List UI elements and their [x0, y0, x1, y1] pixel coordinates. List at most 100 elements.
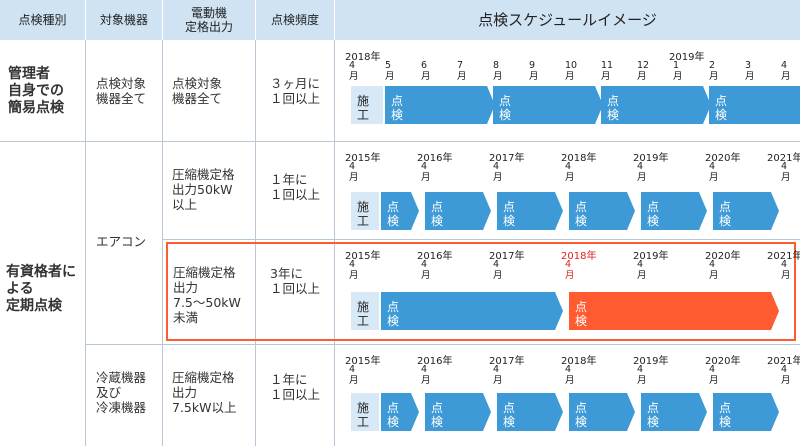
row-simple-type: 管理者 自身での 簡易点検	[8, 66, 64, 116]
inspection-bar	[497, 393, 563, 431]
inspection-label: 点 検	[607, 94, 620, 122]
row-simple-frequency: ３ヶ月に １回以上	[270, 76, 321, 106]
year-label: 2018年	[345, 52, 381, 63]
year-label: 2018年	[561, 251, 597, 262]
inspection-bar	[385, 86, 495, 124]
month-tick: 7 月	[457, 60, 467, 82]
month-tick: 4 月	[421, 364, 431, 386]
month-tick: 4 月	[709, 161, 719, 183]
inspection-bar	[713, 393, 779, 431]
row-ac-small-frequency: 3年に １回以上	[270, 266, 321, 296]
month-tick: 4 月	[349, 161, 359, 183]
construction-label: 施 工	[357, 94, 370, 122]
inspection-label: 点 検	[387, 300, 400, 328]
header-target-equipment: 対象機器	[86, 0, 162, 40]
row-refrig-output: 圧縮機定格 出力 7.5kW以上	[172, 370, 237, 415]
month-tick: 10 月	[565, 60, 578, 82]
year-label: 2019年	[633, 356, 669, 367]
construction-box	[351, 292, 379, 330]
month-tick: 4 月	[565, 161, 575, 183]
month-tick: 4 月	[781, 259, 791, 281]
schedule-bars	[351, 86, 800, 124]
inspection-label: 点 検	[503, 401, 516, 429]
inspection-label: 点 検	[575, 300, 588, 328]
month-tick: 4 月	[493, 161, 503, 183]
inspection-label: 点 検	[575, 401, 588, 429]
row-simple-output: 点検対象 機器全て	[172, 76, 223, 106]
schedule-ac-small: 2015年 4 月 2016年 4 月 2017年 4 月 2018年 4 月 2019年 4 月…	[335, 240, 800, 344]
construction-label: 施 工	[357, 300, 370, 328]
row-periodic-type: 有資格者に よる 定期点検	[6, 264, 76, 314]
year-label: 2019年	[633, 251, 669, 262]
inspection-bar	[497, 192, 563, 230]
year-label: 2020年	[705, 153, 741, 164]
inspection-bar	[601, 86, 711, 124]
year-label: 2015年	[345, 251, 381, 262]
header-motor-rated-output: 電動機 定格出力	[163, 0, 255, 40]
year-label: 2017年	[489, 153, 525, 164]
year-label: 2018年	[561, 153, 597, 164]
highlight-frame	[166, 242, 796, 341]
inspection-label: 点 検	[575, 200, 588, 228]
schedule-simple: 2018年 2019年 4 月 5 月 6 月 7 月 8 月 9 月 10 月 11 月 12 月…	[335, 41, 800, 141]
inspection-bar	[381, 192, 419, 230]
year-label: 2018年	[561, 356, 597, 367]
inspection-bar	[493, 86, 603, 124]
year-label: 2015年	[345, 153, 381, 164]
grid-line	[85, 40, 86, 446]
month-tick: 2 月	[709, 60, 719, 82]
inspection-label: 点 検	[719, 200, 732, 228]
month-tick: 8 月	[493, 60, 503, 82]
month-tick: 4 月	[349, 259, 359, 281]
schedule-bars	[351, 292, 779, 330]
month-tick: 4 月	[493, 259, 503, 281]
inspection-bar	[709, 86, 800, 124]
header-inspection-frequency: 点検頻度	[256, 0, 334, 40]
year-label: 2017年	[489, 356, 525, 367]
month-tick: 5 月	[385, 60, 395, 82]
month-tick: 4 月	[709, 364, 719, 386]
inspection-label: 点 検	[647, 200, 660, 228]
inspection-label: 点 検	[391, 94, 404, 122]
month-tick: 4 月	[349, 60, 359, 82]
row-simple-equipment: 点検対象 機器全て	[96, 76, 147, 106]
inspection-bar	[569, 192, 635, 230]
inspection-bar	[381, 292, 563, 330]
construction-label: 施 工	[357, 200, 370, 228]
inspection-bar	[641, 393, 707, 431]
month-tick: 4 月	[421, 161, 431, 183]
month-tick: 4 月	[637, 364, 647, 386]
inspection-bar	[425, 393, 491, 431]
month-tick: 6 月	[421, 60, 431, 82]
inspection-bar	[425, 192, 491, 230]
month-tick: 4 月	[565, 364, 575, 386]
inspection-label: 点 検	[715, 94, 728, 122]
year-label: 2020年	[705, 356, 741, 367]
month-tick: 11 月	[601, 60, 614, 82]
month-tick: 1 月	[673, 60, 683, 82]
schedule-ac-large: 2015年 4 月 2016年 4 月 2017年 4 月 2018年 4 月 2019年 4 月…	[335, 142, 800, 239]
year-label: 2015年	[345, 356, 381, 367]
month-tick: 4 月	[421, 259, 431, 281]
month-tick: 4 月	[493, 364, 503, 386]
month-tick: 4 月	[781, 60, 791, 82]
row-ac-small-output: 圧縮機定格 出力 7.5〜50kW 未満	[173, 265, 241, 325]
inspection-bar	[569, 393, 635, 431]
inspection-bar	[641, 192, 707, 230]
month-tick: 9 月	[529, 60, 539, 82]
year-label: 2019年	[633, 153, 669, 164]
header-schedule-image: 点検スケジュールイメージ	[335, 0, 800, 40]
row-refrig-equipment: 冷蔵機器 及び 冷凍機器	[96, 370, 147, 415]
month-tick: 4 月	[781, 161, 791, 183]
inspection-bar	[713, 192, 779, 230]
inspection-label: 点 検	[499, 94, 512, 122]
inspection-bar	[381, 393, 419, 431]
inspection-label: 点 検	[431, 401, 444, 429]
grid-line	[85, 344, 800, 345]
month-tick: 3 月	[745, 60, 755, 82]
year-label: 2021年	[767, 153, 800, 164]
inspection-label: 点 検	[431, 200, 444, 228]
month-tick: 4 月	[709, 259, 719, 281]
year-label: 2016年	[417, 356, 453, 367]
construction-box	[351, 192, 379, 230]
